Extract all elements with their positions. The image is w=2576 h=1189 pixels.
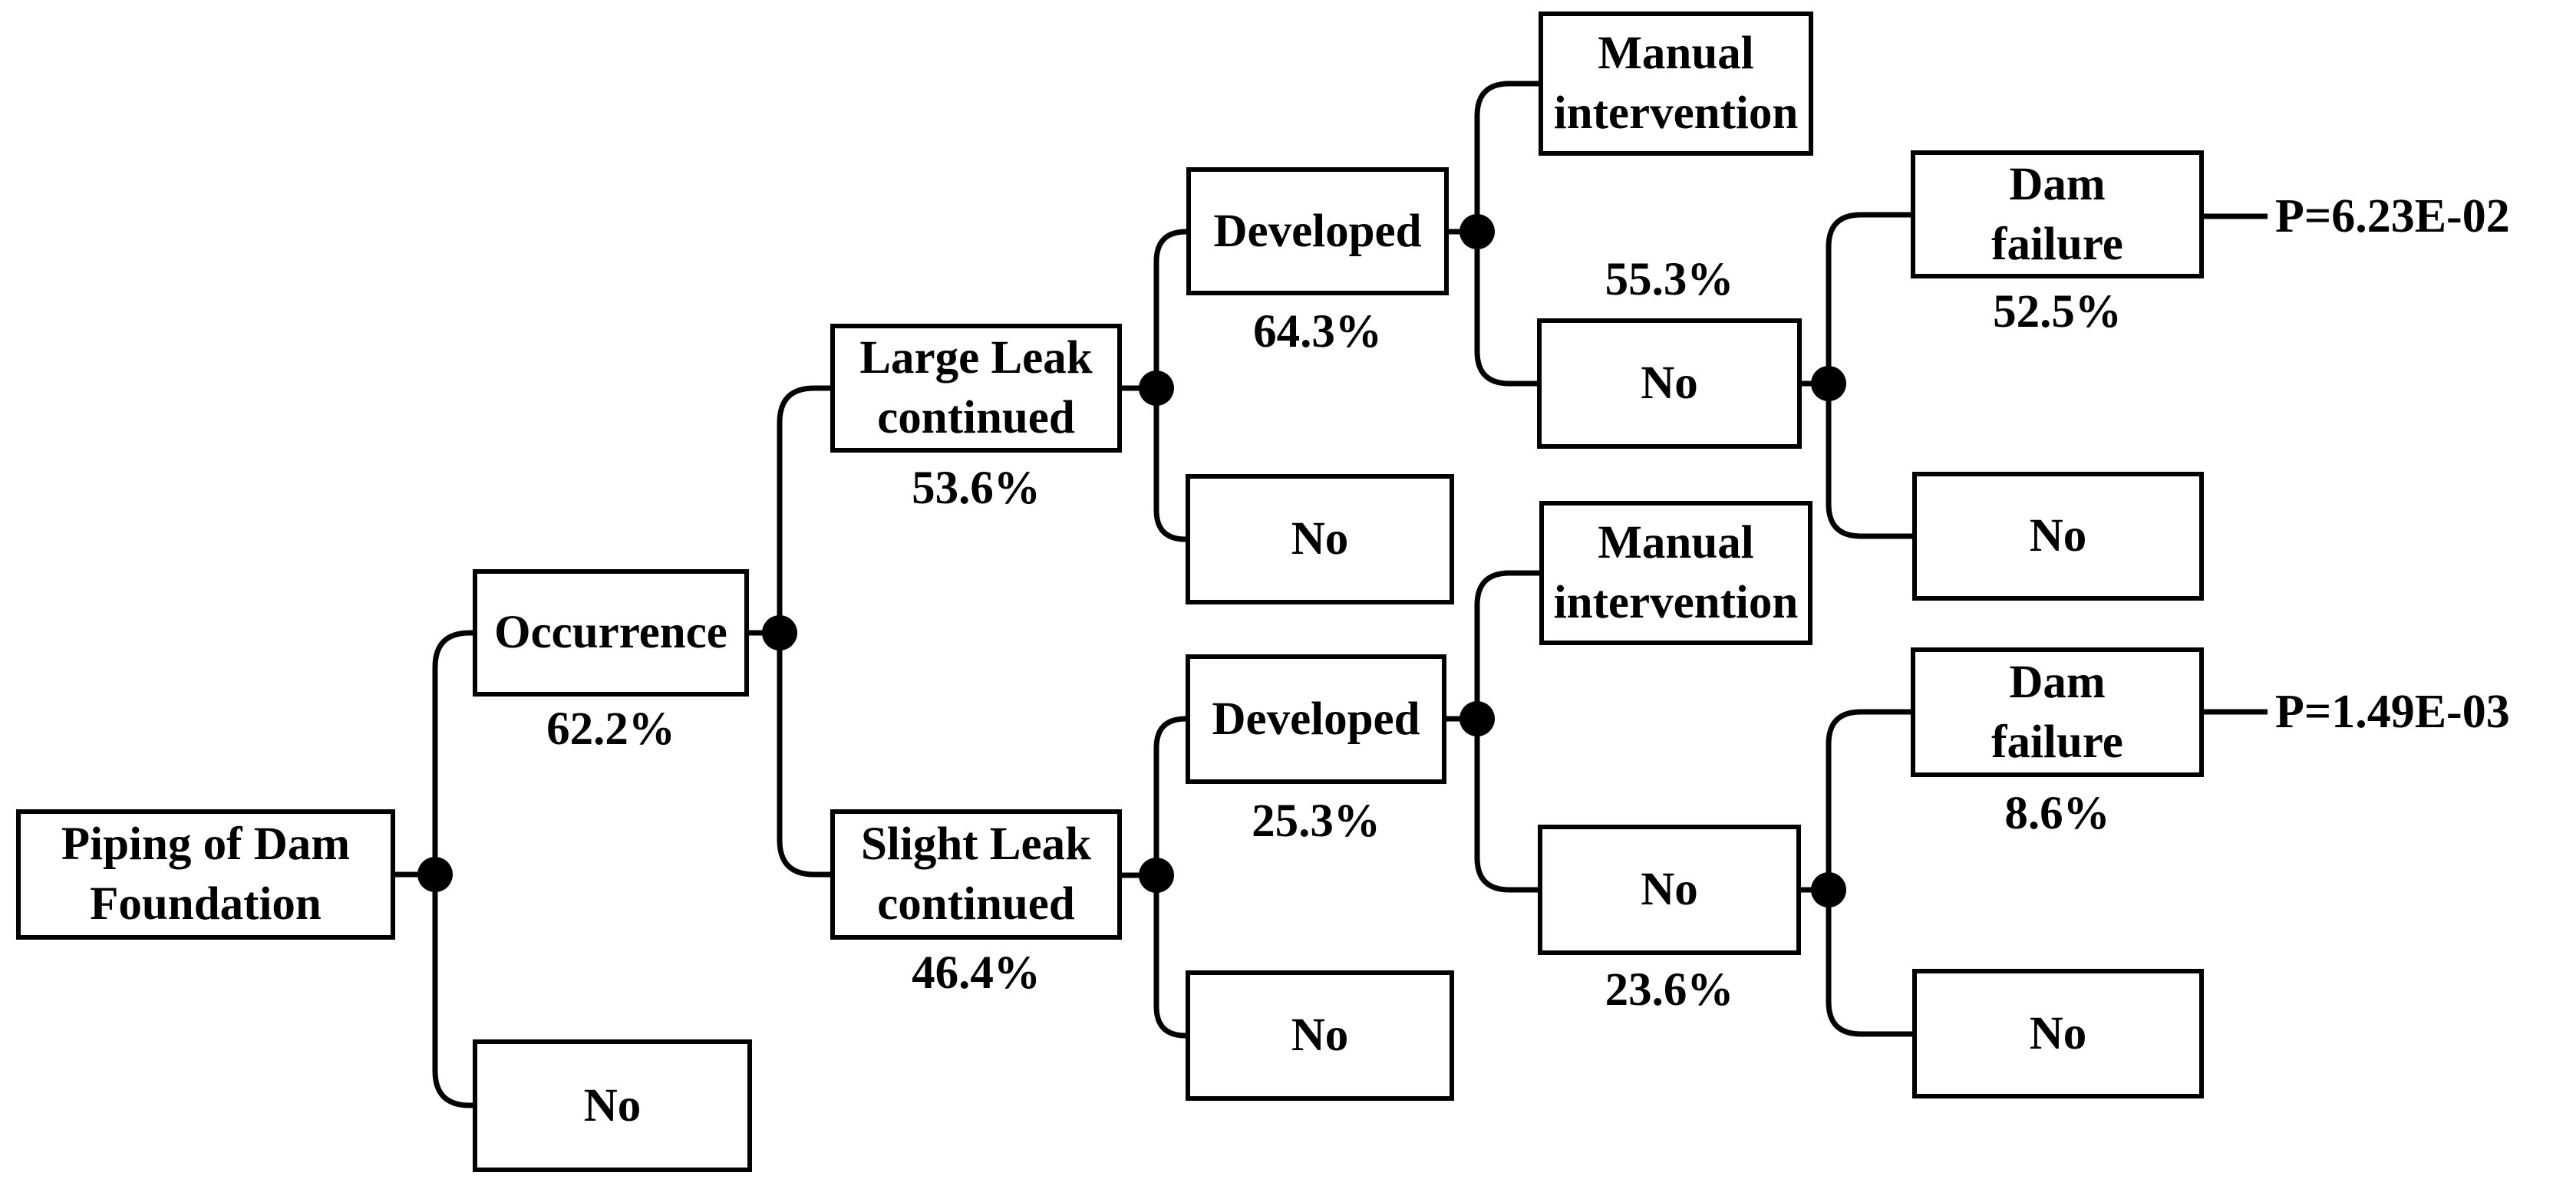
- branch-developed-top-down: [1474, 232, 1537, 387]
- probability-no-manual-bottom: 23.6%: [1605, 964, 1734, 1016]
- branch-no-manual-bottom-up: [1826, 709, 1911, 890]
- branch-dot-large-leak: [1139, 371, 1174, 406]
- node-piping-of-dam-foundation: Piping of Dam Foundation: [16, 809, 395, 940]
- node-no-manual-intervention-bottom: No: [1538, 825, 1801, 955]
- branch-large-leak-up: [1153, 229, 1187, 388]
- node-developed-top: Developed: [1186, 167, 1449, 295]
- node-label: Occurrence: [494, 607, 727, 658]
- node-no-occurrence: No: [473, 1039, 752, 1172]
- node-occurrence: Occurrence: [473, 569, 749, 697]
- probability-dam-failure-bottom: 8.6%: [2004, 788, 2110, 839]
- branch-dot-root: [417, 857, 453, 892]
- branch-occurrence-up: [777, 385, 830, 633]
- branch-dot-no-manual-bottom: [1811, 872, 1846, 907]
- branch-no-manual-top-up: [1826, 212, 1911, 384]
- probability-no-manual-top: 55.3%: [1605, 254, 1734, 305]
- node-slight-leak-continued: Slight Leak continued: [830, 809, 1122, 940]
- node-developed-bottom: Developed: [1186, 654, 1446, 784]
- probability-developed-top: 64.3%: [1253, 306, 1382, 357]
- node-no-dam-failure-top: No: [1912, 472, 2204, 601]
- node-label: No: [1641, 864, 1698, 915]
- branch-root-up: [432, 630, 473, 874]
- outcome-probability-top: P=6.23E-02: [2275, 190, 2510, 242]
- node-no-manual-intervention-top: No: [1537, 318, 1802, 449]
- node-label: No: [1291, 513, 1349, 565]
- branch-slight-leak-down: [1153, 875, 1186, 1039]
- branch-large-leak-down: [1153, 388, 1186, 542]
- outcome-probability-bottom: P=1.49E-03: [2275, 686, 2510, 738]
- node-no-developed-bottom: No: [1186, 970, 1454, 1101]
- node-label: No: [1641, 357, 1698, 409]
- probability-slight-leak: 46.4%: [912, 947, 1041, 999]
- node-label: No: [2029, 510, 2087, 562]
- branch-dot-slight-leak: [1139, 858, 1174, 893]
- branch-occurrence-down: [777, 633, 830, 878]
- node-label: No: [583, 1079, 642, 1131]
- branch-slight-leak-up: [1153, 716, 1186, 875]
- node-manual-intervention-top: Manual intervention: [1539, 12, 1813, 156]
- node-dam-failure-bottom: Dam failure: [1911, 647, 2204, 777]
- branch-root-down: [432, 874, 473, 1108]
- branch-dot-developed-top: [1460, 214, 1495, 249]
- node-label: No: [2029, 1007, 2087, 1059]
- node-label: Developed: [1212, 693, 1420, 745]
- probability-large-leak: 53.6%: [912, 463, 1041, 514]
- branch-developed-top-up: [1474, 81, 1539, 232]
- node-label: Developed: [1213, 205, 1422, 257]
- node-no-developed-top: No: [1186, 474, 1454, 604]
- branch-developed-bottom-up: [1474, 570, 1539, 719]
- node-label: Manual intervention: [1553, 517, 1799, 628]
- node-label: No: [1291, 1009, 1349, 1061]
- node-label: Slight Leak continued: [861, 818, 1091, 930]
- node-label: Dam failure: [1991, 656, 2123, 768]
- branch-dots: [417, 214, 1846, 907]
- node-label: Dam failure: [1991, 158, 2123, 270]
- node-label: Large Leak continued: [859, 332, 1093, 443]
- probability-developed-bottom: 25.3%: [1252, 795, 1380, 847]
- branch-dot-no-manual-top: [1811, 366, 1846, 401]
- probability-occurrence: 62.2%: [546, 703, 675, 755]
- branch-no-manual-top-down: [1826, 384, 1912, 539]
- node-manual-intervention-bottom: Manual intervention: [1539, 501, 1812, 645]
- branch-developed-bottom-down: [1474, 719, 1538, 893]
- node-label: Piping of Dam Foundation: [61, 818, 351, 930]
- node-dam-failure-top: Dam failure: [1911, 150, 2204, 278]
- probability-dam-failure-top: 52.5%: [1993, 286, 2122, 338]
- branch-no-manual-bottom-down: [1826, 890, 1912, 1037]
- node-no-dam-failure-bottom: No: [1912, 969, 2204, 1098]
- node-large-leak-continued: Large Leak continued: [830, 324, 1122, 453]
- branch-dot-occurrence: [762, 615, 797, 650]
- node-label: Manual intervention: [1553, 28, 1799, 139]
- branch-dot-developed-bottom: [1460, 701, 1495, 736]
